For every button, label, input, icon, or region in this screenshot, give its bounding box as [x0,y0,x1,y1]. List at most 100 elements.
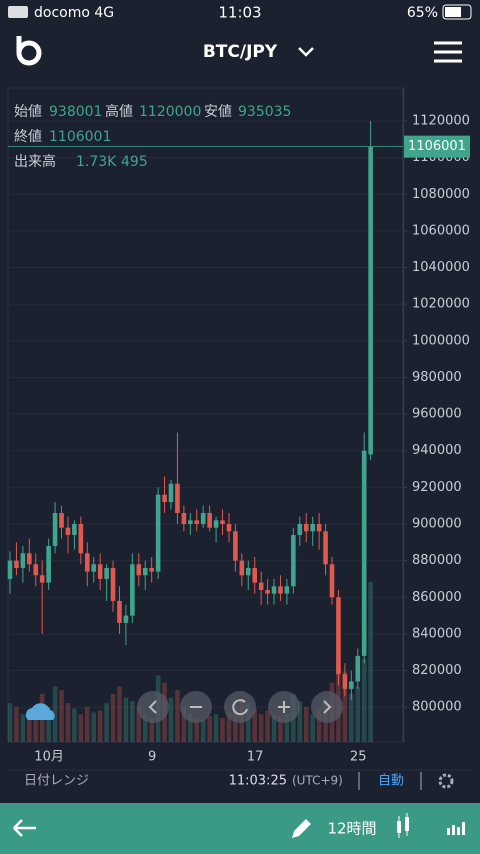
info-text: 終値 [14,129,42,145]
candle-body [316,524,322,532]
info-text: 495 [121,154,148,170]
y-tick-label: 840000 [412,626,462,641]
volume-bar [207,716,212,742]
settings[interactable] [438,773,454,789]
y-tick-label: 1080000 [412,187,470,202]
cloud-icon[interactable] [25,703,55,720]
y-tick-label: 1040000 [412,260,470,275]
volume-bar [136,706,142,742]
volume-bar [200,719,206,742]
info-text: 安値 [204,104,232,120]
draw-tool[interactable] [292,819,311,838]
candle-body [188,520,193,524]
y-tick-label: 1020000 [412,297,470,312]
candle-body [175,483,180,514]
candle-body [239,560,245,576]
candle-body [91,564,97,572]
carrier: docomo 4G [34,5,114,21]
candle-body [46,545,51,583]
info-text: 938001 [49,104,102,120]
volume-bar [258,714,264,742]
candle-body [310,524,315,532]
volume-bar [297,701,303,742]
volume-bar [97,710,103,742]
candle-body [104,567,109,579]
candle-body [200,513,206,524]
volume-bar [284,714,290,742]
info-text: 1.73K [76,154,117,170]
candle-body [329,564,335,598]
clock: 11:03 [218,4,261,22]
battery-level: 65% [407,5,438,21]
volume-bar [226,712,232,742]
volume-bar [59,690,64,742]
logo[interactable] [16,36,42,66]
candle-body [361,450,367,656]
scroll-left[interactable] [137,691,169,723]
candle-body [226,524,232,532]
candle-body [291,534,296,587]
candle-body [78,524,84,554]
volume-bar [46,706,51,742]
candle-body [233,531,238,561]
volume-bar [123,697,129,742]
candle-body [278,586,283,594]
signal [8,6,28,18]
volume-bar [149,717,154,742]
candle-body [59,513,64,528]
volume-bar [7,703,13,742]
candle-body [72,524,77,535]
candle-body [7,560,13,579]
y-tick-label: 860000 [412,590,462,605]
volume-bar [78,714,84,742]
candle-body [162,494,167,503]
candle-body [97,564,103,579]
candle-body [168,483,174,503]
back-button[interactable] [13,819,36,837]
y-tick-label: 880000 [412,553,462,568]
candle-body [136,564,142,576]
candle-body [84,553,90,572]
volume-bar [14,706,19,742]
pair-selector[interactable]: BTC/JPY [203,42,278,62]
volume-bar [342,671,348,742]
reset[interactable] [224,691,256,723]
y-tick-label: 1060000 [412,223,470,238]
x-tick-label: 25 [350,750,367,765]
candle-body [297,524,303,535]
y-tick-label: 800000 [412,700,462,715]
candle-body [271,586,277,594]
battery [442,4,472,20]
volume-bar [220,717,225,742]
volume-bar [175,690,180,742]
y-tick-label: 1120000 [412,113,470,128]
volume-bar [265,710,270,742]
y-tick-label: 820000 [412,663,462,678]
candle-body [123,615,129,623]
y-tick-label: 960000 [412,407,462,422]
menu-button[interactable] [434,41,462,63]
x-tick-label: 9 [148,750,156,765]
scroll-right[interactable] [311,691,343,723]
candle-body [284,586,290,594]
volume-bar [84,706,90,742]
dropdown-icon[interactable] [298,47,314,57]
chart-type[interactable] [397,813,409,838]
auto-scale[interactable]: 自動 [378,774,404,789]
volume-bar [168,697,174,742]
interval[interactable]: 12時間 [327,820,376,838]
info-text: 高値 [105,103,133,120]
candle-body [323,531,328,565]
volume-bar [271,714,277,742]
candle-body [117,600,122,623]
candle-body [181,513,187,524]
volume-bar [27,717,32,742]
volume-bar [316,708,322,742]
candle-body [149,567,154,572]
info-text: 出来高 [14,153,56,170]
candle-body [258,582,264,590]
volume-bar [20,714,26,742]
indicators[interactable] [447,822,465,835]
date-range[interactable]: 日付レンジ [24,774,89,789]
volume-bar [33,710,39,742]
